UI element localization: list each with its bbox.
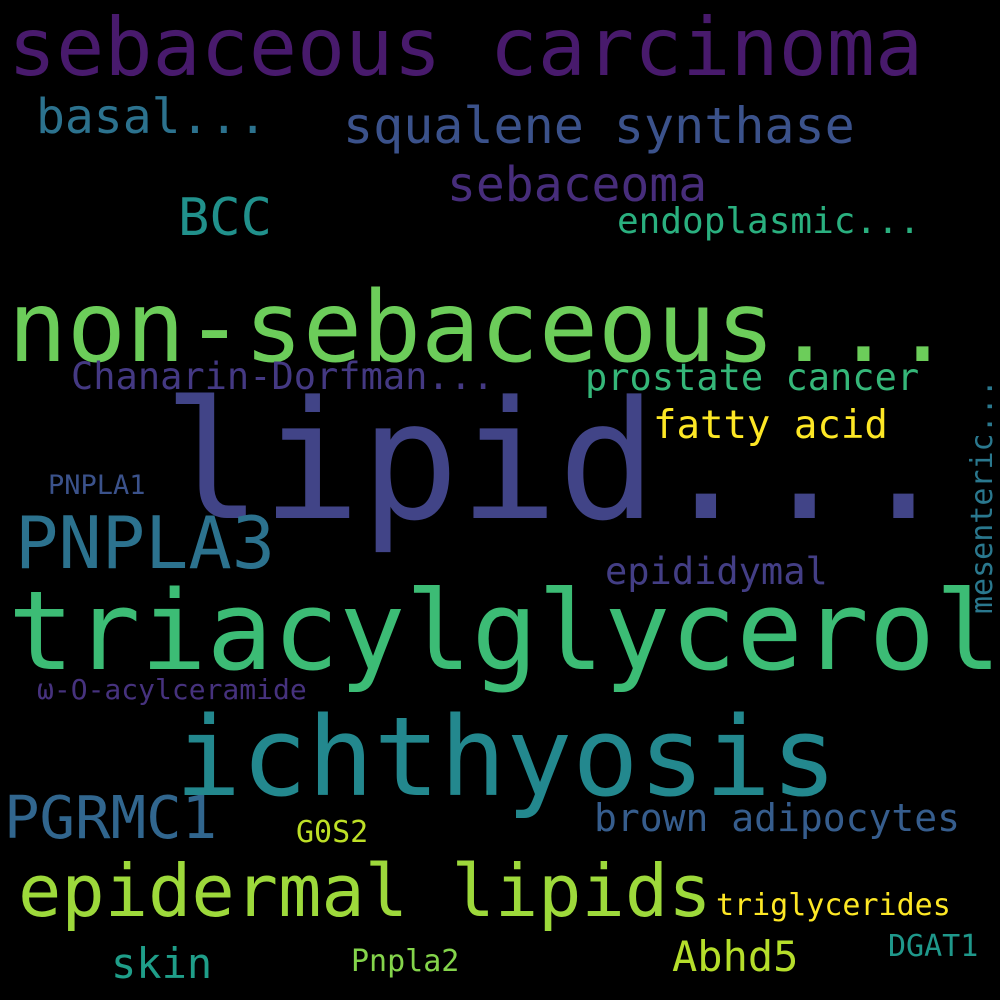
- word-triglycerides: triglycerides: [716, 888, 951, 923]
- word-pgrmc1: PGRMC1: [4, 783, 218, 852]
- word-skin: skin: [111, 939, 213, 988]
- word-pnpla3: PNPLA3: [15, 501, 276, 585]
- word-chanarin-dorfman: Chanarin-Dorfman...: [71, 355, 495, 398]
- word-omega-o-acylceramide: ω-O-acylceramide: [37, 673, 307, 706]
- word-ichthyosis: ichthyosis: [175, 693, 838, 821]
- word-fatty-acid: fatty acid: [653, 403, 888, 448]
- word-pnpla2: Pnpla2: [351, 944, 460, 979]
- word-abhd5: Abhd5: [672, 932, 799, 981]
- word-sebaceous-carcinoma: sebaceous carcinoma: [8, 1, 924, 94]
- word-epididymal: epididymal: [605, 550, 828, 593]
- word-non-sebaceous: non-sebaceous...: [8, 271, 953, 385]
- word-sebaceoma: sebaceoma: [447, 157, 708, 213]
- word-dgat1: DGAT1: [888, 929, 979, 964]
- word-bcc: BCC: [178, 188, 272, 248]
- word-brown-adipocytes: brown adipocytes: [594, 796, 961, 840]
- word-g0s2: G0S2: [296, 815, 369, 850]
- word-basal: basal...: [36, 89, 268, 145]
- word-pnpla1: PNPLA1: [48, 470, 146, 501]
- word-triacylglycerol: triacylglycerol: [8, 567, 1000, 695]
- word-lipid: lipid...: [163, 366, 953, 557]
- word-endoplasmic: endoplasmic...: [617, 201, 921, 242]
- word-squalene-synthase: squalene synthase: [343, 97, 855, 155]
- word-prostate-cancer: prostate cancer: [585, 356, 920, 399]
- word-epidermal-lipids: epidermal lipids: [18, 849, 712, 933]
